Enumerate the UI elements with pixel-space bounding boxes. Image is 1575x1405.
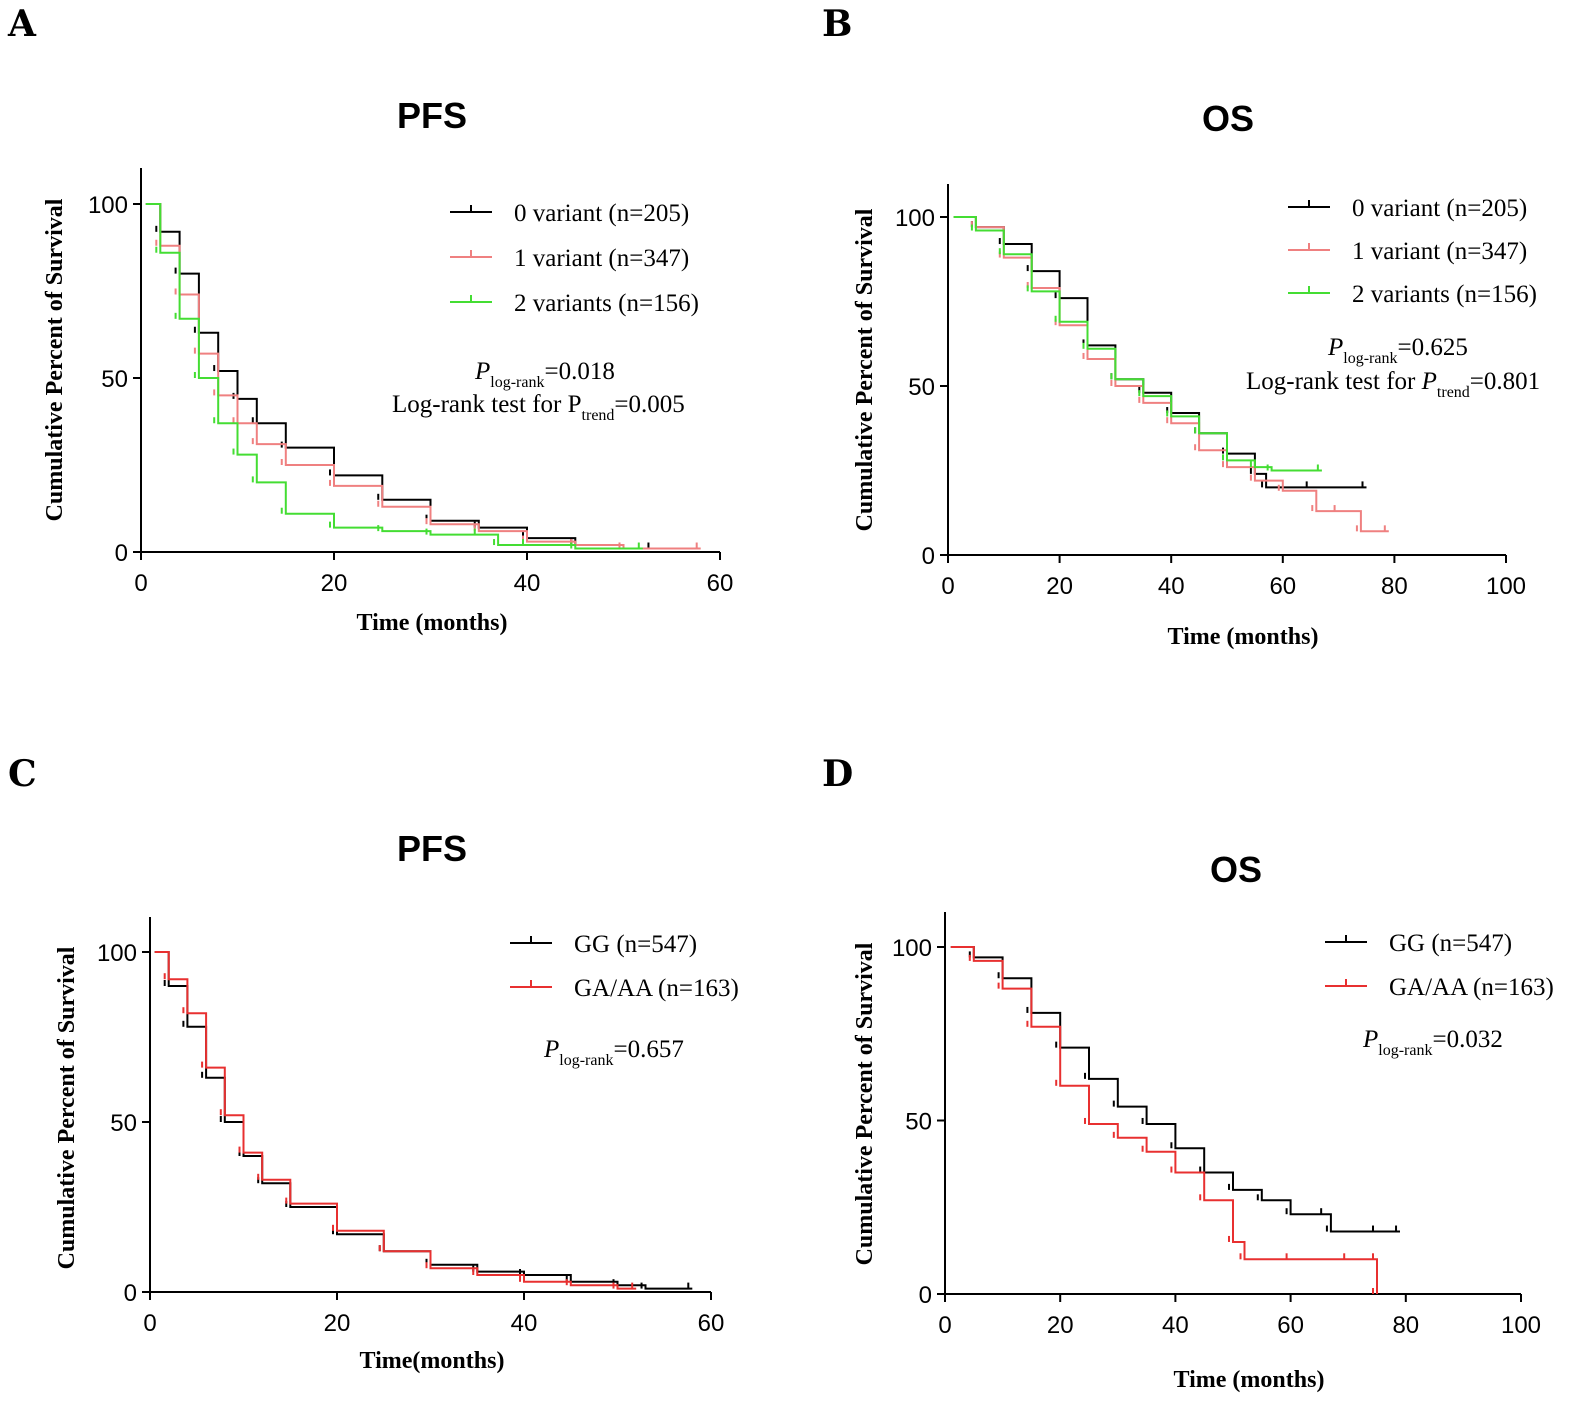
panel-c-xlabel: Time(months) xyxy=(360,1348,505,1374)
x-tick-label: 60 xyxy=(1269,573,1296,600)
y-tick-label: 50 xyxy=(110,1110,137,1137)
x-tick-label: 40 xyxy=(1158,573,1185,600)
panel-a-ylabel: Cumulative Percent of Survival xyxy=(42,198,68,521)
legend-label: 0 variant (n=205) xyxy=(1352,195,1527,222)
x-tick-label: 60 xyxy=(1277,1312,1304,1339)
y-tick-label: 0 xyxy=(919,1282,932,1309)
x-tick-label: 80 xyxy=(1381,573,1408,600)
x-tick-label: 60 xyxy=(707,570,734,597)
x-tick-label: 40 xyxy=(1162,1312,1189,1339)
panel-c-ylabel: Cumulative Percent of Survival xyxy=(54,946,80,1269)
x-tick-label: 80 xyxy=(1392,1312,1419,1339)
legend-label: 0 variant (n=205) xyxy=(514,200,689,227)
x-tick-label: 60 xyxy=(698,1310,725,1337)
x-tick-label: 0 xyxy=(134,570,147,597)
panel-b-xlabel: Time (months) xyxy=(1168,624,1319,650)
panel-letter-d: D xyxy=(822,753,853,795)
panel-c-title: PFS xyxy=(397,828,467,869)
x-tick-label: 0 xyxy=(143,1310,156,1337)
panel-d-legend: GG (n=547) GA/AA (n=163) xyxy=(1325,930,1554,1001)
panel-d-title: OS xyxy=(1210,849,1262,890)
panel-c: C PFS Time(months) Cumulative Percent of… xyxy=(8,753,739,1374)
legend-label: 2 variants (n=156) xyxy=(514,290,699,317)
panel-a-title: PFS xyxy=(397,95,467,136)
panel-a: A PFS Time (months) Cumulative Percent o… xyxy=(7,3,733,636)
panel-b-curves xyxy=(953,216,1389,533)
y-tick-label: 100 xyxy=(892,935,932,962)
panel-b-ptrend: Log-rank test for Ptrend=0.801 xyxy=(1246,368,1540,401)
legend-label: GG (n=547) xyxy=(1389,930,1512,957)
y-tick-label: 100 xyxy=(97,940,137,967)
panel-d: D OS Time (months) Cumulative Percent of… xyxy=(822,753,1554,1393)
y-tick-label: 0 xyxy=(115,540,128,567)
panel-b-title: OS xyxy=(1202,98,1254,139)
panel-b-curve-2 xyxy=(953,216,1322,472)
panel-a-legend: 0 variant (n=205) 1 variant (n=347) 2 vari… xyxy=(450,200,699,317)
x-tick-label: 20 xyxy=(321,570,348,597)
panel-c-curve-0 xyxy=(154,951,693,1290)
panel-a-plogrank: Plog-rank=0.018 xyxy=(474,358,615,391)
y-tick-label: 100 xyxy=(895,205,935,232)
panel-d-curve-0 xyxy=(950,946,1400,1233)
panel-letter-a: A xyxy=(7,3,37,45)
panel-c-plogrank: Plog-rank=0.657 xyxy=(543,1036,684,1069)
x-tick-label: 20 xyxy=(1046,573,1073,600)
x-tick-label: 40 xyxy=(514,570,541,597)
panel-letter-c: C xyxy=(8,753,37,795)
panel-d-curve-1 xyxy=(950,946,1378,1294)
x-tick-label: 0 xyxy=(938,1312,951,1339)
panel-d-curves xyxy=(950,946,1400,1294)
panel-d-ylabel: Cumulative Percent of Survival xyxy=(852,942,878,1265)
legend-label: 1 variant (n=347) xyxy=(514,245,689,272)
legend-label: GG (n=547) xyxy=(574,931,697,958)
y-tick-label: 0 xyxy=(124,1280,137,1307)
legend-label: 2 variants (n=156) xyxy=(1352,281,1537,308)
panel-letter-b: B xyxy=(822,3,852,45)
panel-b-ticks: 0 20 40 60 80 100 0 50 100 xyxy=(895,184,1526,600)
panel-b-legend: 0 variant (n=205) 1 variant (n=347) 2 vari… xyxy=(1288,195,1537,308)
legend-label: GA/AA (n=163) xyxy=(574,975,739,1002)
x-tick-label: 0 xyxy=(941,573,954,600)
panel-a-curves xyxy=(145,203,701,550)
legend-label: 1 variant (n=347) xyxy=(1352,238,1527,265)
x-tick-label: 20 xyxy=(1047,1312,1074,1339)
x-tick-label: 40 xyxy=(511,1310,538,1337)
y-tick-label: 50 xyxy=(908,374,935,401)
panel-a-curve-1 xyxy=(145,203,701,550)
x-tick-label: 100 xyxy=(1501,1312,1541,1339)
y-tick-label: 50 xyxy=(905,1109,932,1136)
panel-d-xlabel: Time (months) xyxy=(1174,1367,1325,1393)
y-tick-label: 100 xyxy=(88,192,128,219)
y-tick-label: 0 xyxy=(922,543,935,570)
panel-c-legend: GG (n=547) GA/AA (n=163) xyxy=(510,931,739,1002)
panel-c-ticks: 0 20 40 60 0 50 100 xyxy=(97,917,724,1337)
panel-b-ylabel: Cumulative Percent of Survival xyxy=(852,208,878,531)
y-tick-label: 50 xyxy=(101,366,128,393)
x-tick-label: 20 xyxy=(324,1310,351,1337)
panel-a-curve-0 xyxy=(145,203,653,550)
panel-a-ptrend: Log-rank test for Ptrend=0.005 xyxy=(392,391,685,424)
panel-b: B OS Time (months) Cumulative Percent of… xyxy=(822,3,1540,650)
x-tick-label: 100 xyxy=(1486,573,1526,600)
legend-label: GA/AA (n=163) xyxy=(1389,974,1554,1001)
panel-a-ticks: 0 20 40 60 0 50 100 xyxy=(88,168,733,597)
panel-c-curves xyxy=(154,951,693,1290)
panel-d-ticks: 0 20 40 60 80 100 0 50 100 xyxy=(892,912,1541,1339)
panel-a-xlabel: Time (months) xyxy=(357,610,508,636)
panel-a-curve-2 xyxy=(145,203,643,550)
panel-b-plogrank: Plog-rank=0.625 xyxy=(1327,334,1468,367)
panel-c-curve-1 xyxy=(154,951,637,1290)
panel-d-plogrank: Plog-rank=0.032 xyxy=(1362,1026,1503,1059)
